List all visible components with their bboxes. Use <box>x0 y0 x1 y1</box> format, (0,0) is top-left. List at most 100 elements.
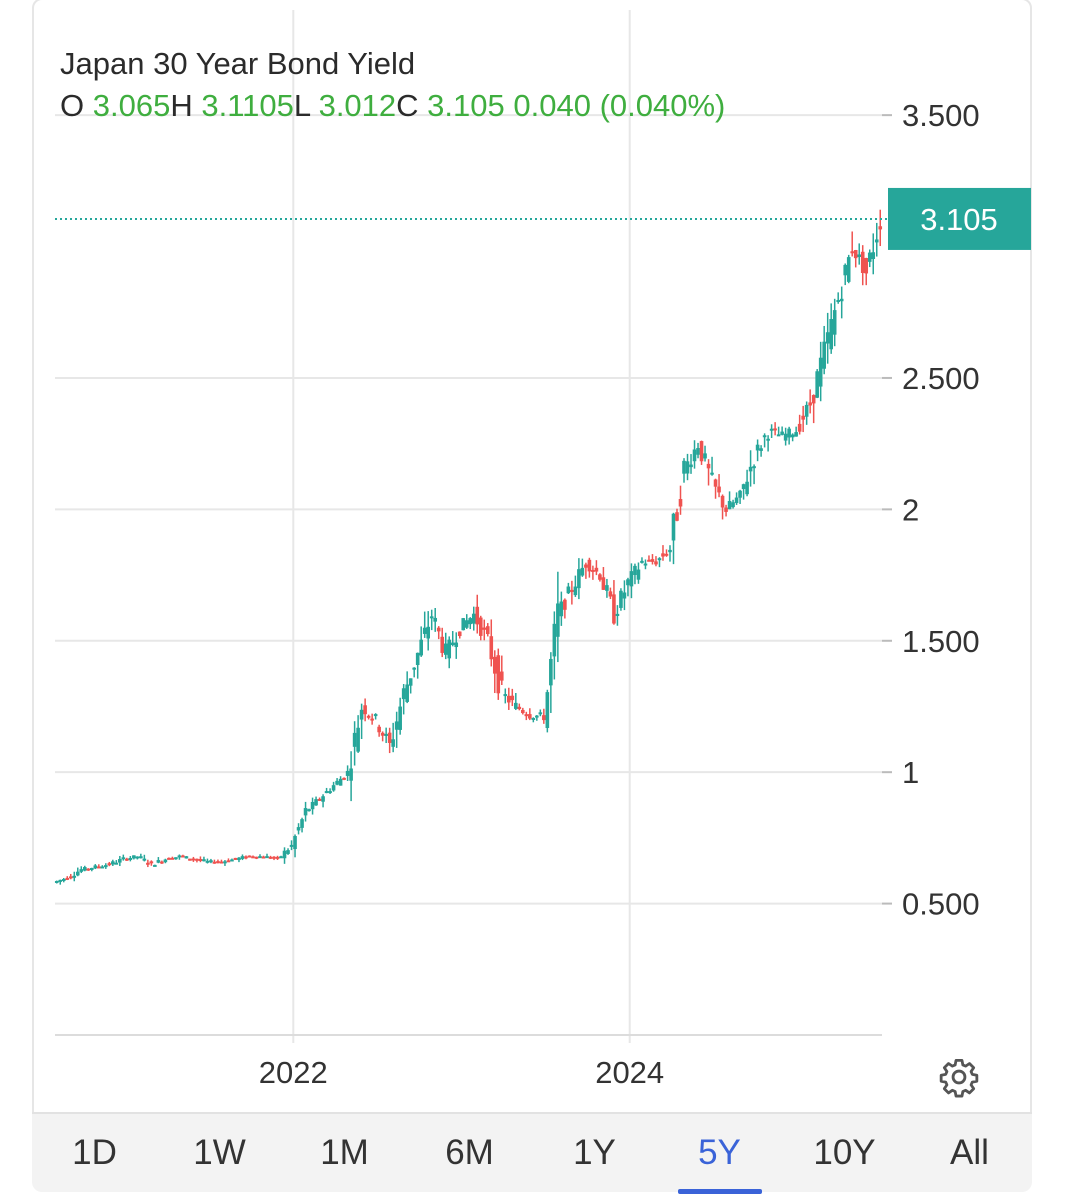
candle-body <box>478 617 483 636</box>
candle-body <box>874 239 879 243</box>
candle-body <box>111 861 115 865</box>
candle-body <box>132 855 136 859</box>
candle-body <box>198 858 203 861</box>
tab-6m[interactable]: 6M <box>445 1133 494 1172</box>
candle-body <box>748 466 753 472</box>
candle-body <box>163 859 168 863</box>
tab-1d[interactable]: 1D <box>72 1133 117 1172</box>
candle-body <box>556 603 560 637</box>
candle-body <box>373 714 378 717</box>
candle-body <box>619 590 623 608</box>
low-label: L <box>293 88 310 123</box>
candle-body <box>440 636 445 653</box>
candle-body <box>878 226 883 230</box>
change-value: 0.040 <box>513 88 591 123</box>
candle-body <box>195 858 199 861</box>
candle-body <box>142 858 147 861</box>
candle-body <box>366 715 371 718</box>
candle-body <box>745 481 749 495</box>
candle-body <box>482 627 487 630</box>
candle-body <box>254 856 259 859</box>
candle-body <box>391 739 395 747</box>
candle-body <box>783 433 788 441</box>
candle-body <box>506 695 511 703</box>
candle-body <box>629 571 634 587</box>
y-tick-label: 2 <box>902 492 919 527</box>
candle-body <box>223 861 227 864</box>
candle-body <box>510 695 515 701</box>
candle-body <box>668 549 672 553</box>
candle-body <box>717 486 721 493</box>
ohlc-readout: O 3.065H 3.1105L 3.012C 3.105 0.040 (0.0… <box>60 84 725 128</box>
candle-body <box>766 438 770 441</box>
tab-5y[interactable]: 5Y <box>657 1114 782 1194</box>
candle-body <box>853 250 858 259</box>
candle-body <box>125 858 129 861</box>
tab-all[interactable]: All <box>950 1133 989 1172</box>
candle-body <box>240 856 245 859</box>
close-value: 3.105 <box>427 88 505 123</box>
candle-body <box>289 844 294 847</box>
candle-body <box>703 453 707 459</box>
candle-body <box>79 869 84 872</box>
candle-body <box>363 705 367 715</box>
candle-body <box>710 472 714 475</box>
candle-body <box>121 857 126 860</box>
candle-body <box>713 479 718 487</box>
candle-body <box>68 876 73 879</box>
last-price-tag <box>888 187 1031 250</box>
gear-icon[interactable] <box>938 1056 980 1098</box>
candle-body <box>517 706 522 710</box>
candle-body <box>661 553 665 557</box>
candle-body <box>605 585 609 591</box>
candle-body <box>342 777 346 780</box>
candle-body <box>450 642 455 646</box>
candle-body <box>720 495 725 508</box>
tab-10y[interactable]: 10Y <box>813 1133 876 1172</box>
candle-body <box>724 507 728 512</box>
candle-body <box>563 599 567 610</box>
candle-body <box>268 856 273 859</box>
candle-body <box>755 444 760 451</box>
candle-body <box>454 642 459 648</box>
candle-body <box>321 796 325 802</box>
tab-1w[interactable]: 1W <box>193 1133 246 1172</box>
open-label: O <box>60 88 85 123</box>
candle-body <box>699 441 704 462</box>
candle-body <box>181 855 185 858</box>
price-chart[interactable]: 0.500 1 1.500 2 2.500 3.500 2022 2024 3.105 <box>0 0 1066 1110</box>
candle-body <box>412 667 416 670</box>
candle-body <box>584 564 588 568</box>
candle-body <box>104 865 108 868</box>
change-percent: (0.040%) <box>599 88 726 123</box>
candle-body <box>657 558 662 561</box>
candle-body <box>394 721 399 730</box>
candle-body <box>499 671 504 681</box>
candle-body <box>335 780 339 785</box>
tab-1m[interactable]: 1M <box>320 1133 369 1172</box>
candle-body <box>636 569 641 580</box>
candle-body <box>570 589 574 592</box>
candle-body <box>626 579 630 586</box>
candle-body <box>93 865 98 869</box>
candle-body <box>338 778 343 786</box>
candle-body <box>359 709 364 720</box>
chart-card <box>32 0 1032 1188</box>
y-tick-label: 0.500 <box>902 887 980 922</box>
candle-body <box>850 251 855 254</box>
tab-1y[interactable]: 1Y <box>573 1133 616 1172</box>
candle-body <box>293 835 297 850</box>
candle-body <box>671 513 676 541</box>
candle-body <box>685 461 690 474</box>
candle-body <box>776 434 781 437</box>
candle-body <box>839 298 844 302</box>
candle-body <box>787 428 791 438</box>
candle-body <box>139 856 143 859</box>
candle-body <box>524 714 529 717</box>
candle-body <box>559 601 564 617</box>
candle-body <box>61 879 66 882</box>
candle-body <box>135 856 140 859</box>
candle-body <box>251 856 255 859</box>
candle-body <box>846 257 851 282</box>
candle-body <box>300 819 304 828</box>
